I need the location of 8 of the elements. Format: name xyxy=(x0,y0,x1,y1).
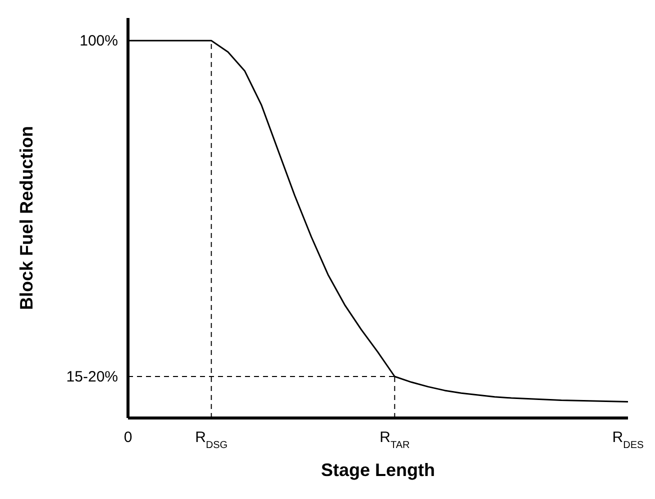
text: 100% xyxy=(80,32,118,50)
x-tick-label: 0 xyxy=(124,429,132,446)
text: 15-20% xyxy=(66,368,118,386)
x-tick-label: R$_{DSG}$ xyxy=(195,429,228,450)
x-tick-label: R$_{DES}$ xyxy=(612,429,644,450)
x-tick-label: R$_{TAR}$ xyxy=(380,429,410,450)
x-axis-title: Stage Length xyxy=(320,460,436,480)
y-axis-title: Block Fuel Reduction xyxy=(16,126,36,310)
